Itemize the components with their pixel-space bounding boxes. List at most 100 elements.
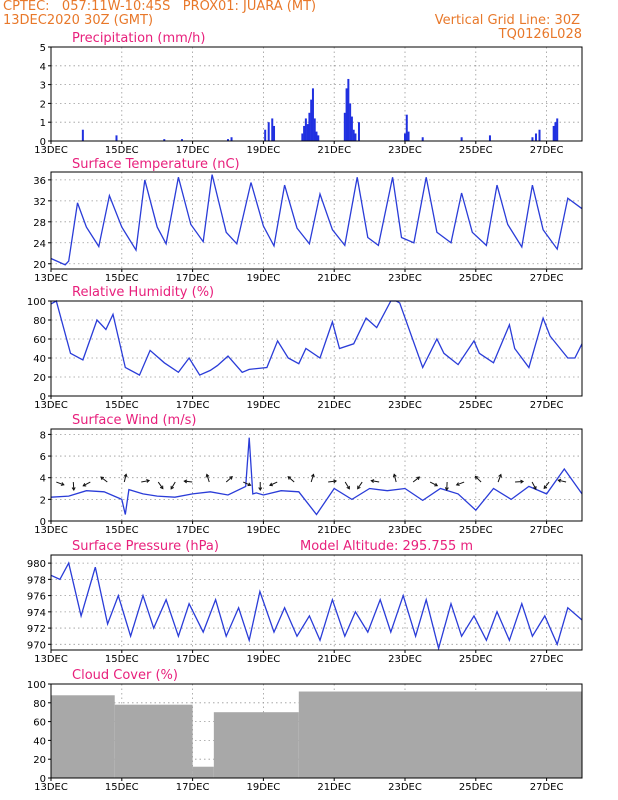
precip-bar — [313, 118, 316, 141]
precip-bar — [350, 116, 353, 141]
y-tick-label: 20 — [33, 755, 46, 766]
precip-bar — [538, 129, 541, 141]
x-tick-label: 13DEC — [34, 782, 68, 793]
x-tick-label: 25DEC — [459, 525, 493, 536]
x-tick-label: 13DEC — [34, 145, 68, 156]
wind-arrow — [497, 474, 502, 483]
y-tick-label: 60 — [33, 718, 46, 729]
wind-arrow — [429, 481, 438, 487]
header-grid-note: Vertical Grid Line: 30Z — [434, 13, 580, 28]
y-tick-label: 0 — [40, 392, 46, 403]
x-tick-label: 17DEC — [176, 525, 210, 536]
y-tick-label: 20 — [33, 260, 46, 271]
precip-bar — [554, 122, 557, 141]
wind-arrow-head — [71, 487, 76, 491]
y-tick-label: 36 — [33, 176, 46, 187]
y-tick-label: 980 — [27, 559, 46, 570]
wind-arrow-head — [346, 485, 350, 490]
y-tick-label: 0 — [40, 517, 46, 528]
header-date: 13DEC2020 30Z (GMT) — [3, 13, 154, 28]
precip-bar — [347, 78, 350, 141]
wind-arrow-head — [474, 475, 479, 480]
precip-bar — [227, 139, 229, 141]
wind-arrow-head — [82, 482, 87, 487]
y-tick-label: 974 — [27, 608, 46, 619]
wind-arrow-head — [247, 482, 252, 487]
x-tick-label: 19DEC — [247, 400, 281, 411]
y-tick-label: 6 — [40, 452, 46, 463]
precip-bar — [271, 118, 274, 141]
wind-arrow-head — [520, 479, 525, 484]
x-tick-label: 23DEC — [388, 782, 422, 793]
x-tick-label: 23DEC — [388, 273, 422, 284]
y-tick-label: 5 — [40, 43, 46, 54]
wind-arrow-head — [310, 473, 315, 478]
wind-arrow — [206, 474, 210, 483]
x-tick-label: 27DEC — [530, 145, 564, 156]
wind-arrow-head — [434, 482, 439, 487]
wind-arrow-head — [444, 487, 449, 491]
y-tick-label: 970 — [27, 640, 46, 651]
precip-bar — [267, 122, 270, 141]
precip-bar — [311, 88, 314, 141]
x-tick-label: 25DEC — [459, 654, 493, 665]
y-tick-label: 20 — [33, 373, 46, 384]
panel-annotation: Model Altitude: 295.755 m — [300, 539, 473, 554]
wind-arrow — [456, 481, 465, 486]
wind-arrow — [141, 480, 150, 483]
precip-bar — [264, 129, 267, 141]
precip-bar — [405, 114, 408, 141]
y-tick-label: 4 — [40, 474, 46, 485]
cloud-cover-bar — [298, 691, 582, 778]
x-tick-label: 15DEC — [105, 400, 139, 411]
wind-arrow — [357, 481, 363, 489]
precip-bar — [357, 122, 360, 141]
series-line — [50, 437, 583, 516]
precip-bar — [488, 135, 491, 141]
panel-frame — [50, 683, 583, 779]
x-tick-label: 15DEC — [105, 525, 139, 536]
x-tick-label: 25DEC — [459, 273, 493, 284]
x-tick-label: 13DEC — [34, 654, 68, 665]
y-tick-label: 1 — [40, 118, 46, 129]
wind-arrow — [123, 474, 127, 483]
x-tick-label: 17DEC — [176, 782, 210, 793]
wind-arrow — [157, 481, 164, 489]
x-tick-label: 23DEC — [388, 400, 422, 411]
panel-frame — [50, 171, 583, 270]
wind-arrow — [412, 476, 420, 483]
panel-title: Surface Pressure (hPa) — [72, 539, 219, 554]
y-tick-label: 2 — [40, 99, 46, 110]
precip-bar — [81, 129, 84, 141]
x-tick-label: 27DEC — [530, 525, 564, 536]
wind-arrow — [72, 482, 75, 491]
y-tick-label: 8 — [40, 430, 46, 441]
panel-title: Precipitation (mm/h) — [72, 31, 205, 46]
wind-arrow-head — [333, 479, 338, 484]
wind-arrow-head — [557, 478, 562, 483]
wind-arrow-head — [258, 487, 263, 492]
y-tick-label: 80 — [33, 699, 46, 710]
wind-arrow-head — [455, 482, 460, 486]
precip-bar — [115, 135, 118, 141]
wind-arrow-head — [357, 485, 361, 490]
x-tick-label: 15DEC — [105, 654, 139, 665]
precip-bar — [404, 133, 406, 141]
cloud-cover-bar — [213, 712, 299, 778]
wind-arrow — [100, 476, 108, 483]
wind-arrow — [393, 474, 397, 483]
y-tick-label: 972 — [27, 624, 46, 635]
panel-frame — [50, 46, 583, 142]
wind-arrow-head — [533, 486, 537, 490]
x-tick-label: 27DEC — [530, 654, 564, 665]
y-tick-label: 32 — [33, 197, 46, 208]
x-tick-label: 19DEC — [247, 782, 281, 793]
wind-arrow-head — [60, 482, 65, 486]
wind-arrow-head — [100, 476, 105, 481]
precip-bar — [534, 133, 537, 141]
y-tick-label: 100 — [27, 680, 46, 691]
precip-bar — [310, 99, 313, 141]
wind-arrow-head — [170, 485, 175, 490]
x-tick-label: 25DEC — [459, 400, 493, 411]
